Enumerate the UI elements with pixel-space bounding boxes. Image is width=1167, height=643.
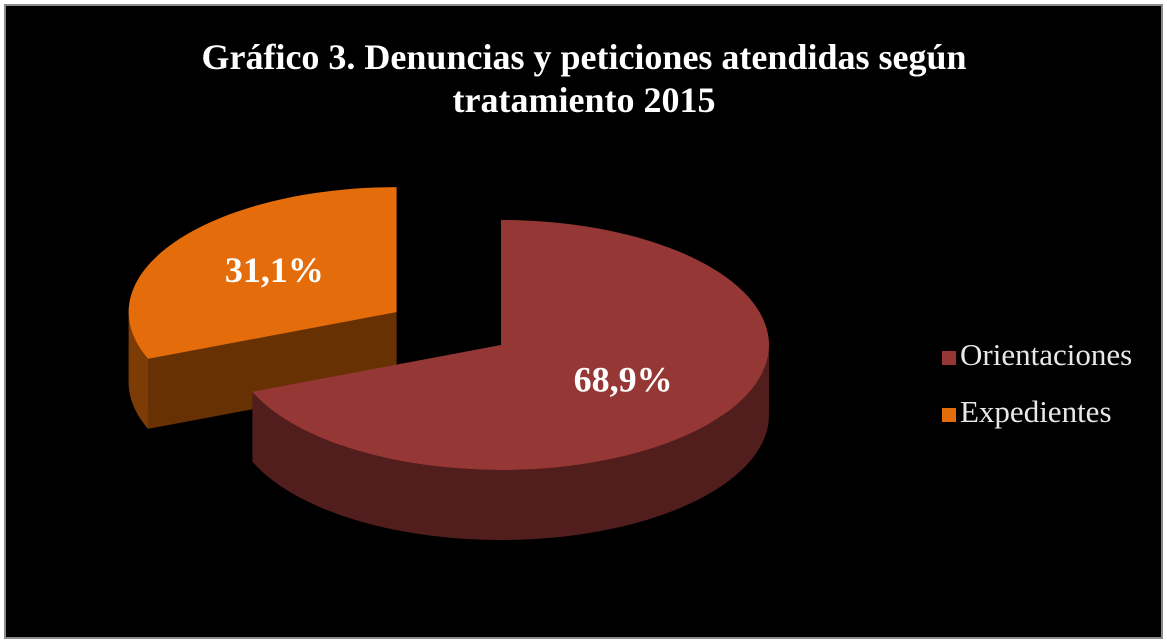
data-label: 31,1% [225,250,324,290]
slice-side [128,312,149,429]
chart-title: Gráfico 3. Denuncias y peticiones atendi… [201,37,967,120]
legend-swatch [942,351,956,365]
legend-label: Expedientes [960,394,1112,429]
data-label: 68,9% [574,360,673,400]
pie-slice [128,187,397,359]
slice-side [252,345,769,540]
legend-label: Orientaciones [960,337,1132,372]
pie-slice [252,220,769,471]
legend-swatch [942,408,956,422]
slice-cut-face [148,312,397,429]
